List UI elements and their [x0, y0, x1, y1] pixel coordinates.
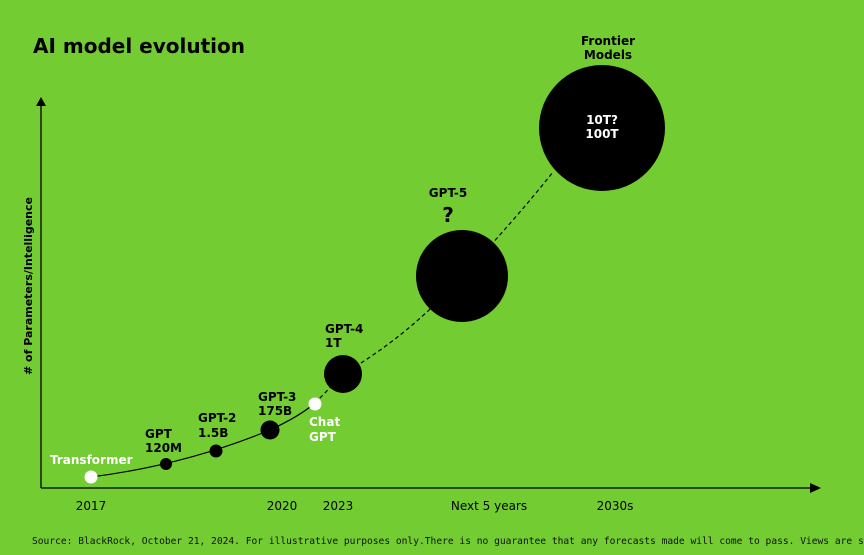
x-axis-arrow	[810, 483, 821, 493]
inner-label: 10T?	[586, 113, 618, 127]
point-marker	[209, 444, 223, 458]
point-marker	[324, 355, 362, 393]
point-label: GPT-3	[258, 390, 296, 404]
source-note: Source: BlackRock, October 21, 2024. For…	[32, 536, 864, 547]
x-tick-label: 2020	[267, 499, 298, 513]
point-label: 1.5B	[198, 426, 228, 440]
point-label: 120M	[145, 441, 182, 455]
trend-curve-solid	[90, 402, 316, 478]
x-tick-label: 2017	[76, 499, 107, 513]
chart-title: AI model evolution	[33, 34, 245, 58]
point-marker	[84, 470, 98, 484]
point-label: GPT-5	[429, 186, 467, 200]
point-label: Models	[584, 48, 632, 62]
y-axis-label: # of Parameters/Intelligence	[22, 197, 35, 375]
point-marker	[539, 65, 665, 191]
y-axis-arrow	[36, 97, 46, 106]
unknown-mark: ?	[442, 203, 454, 227]
point-label: GPT	[145, 427, 173, 441]
point-label: Frontier	[581, 34, 635, 48]
inner-label: 100T	[585, 127, 619, 141]
x-tick-label: 2023	[323, 499, 354, 513]
point-label: GPT-4	[325, 322, 363, 336]
point-marker	[416, 230, 508, 322]
point-label: 1T	[325, 336, 342, 350]
point-label: Transformer	[50, 453, 133, 467]
point-marker	[308, 397, 322, 411]
point-label: GPT-2	[198, 411, 236, 425]
point-marker	[160, 458, 172, 470]
point-label: Chat	[309, 415, 340, 429]
x-tick-label: Next 5 years	[451, 499, 527, 513]
point-label: GPT	[309, 430, 337, 444]
point-marker	[260, 420, 280, 440]
point-label: 175B	[258, 404, 292, 418]
x-tick-label: 2030s	[597, 499, 634, 513]
